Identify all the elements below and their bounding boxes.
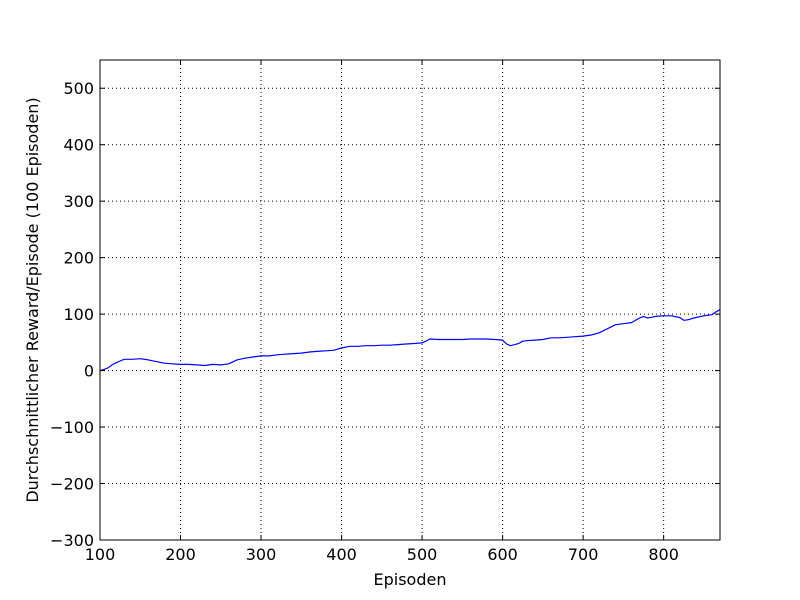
ticks: 100 200 300 400 500 600 700 800 −300 −200 −100 0 100… xyxy=(50,60,720,564)
y-tick-label: 400 xyxy=(63,136,94,155)
x-axis-label: Episoden xyxy=(374,570,447,589)
x-tick-label: 100 xyxy=(85,545,116,564)
x-tick-label: 300 xyxy=(246,545,277,564)
series-line xyxy=(99,309,721,372)
series-group xyxy=(99,309,721,372)
y-tick-label: −100 xyxy=(50,418,94,437)
x-tick-label: 600 xyxy=(487,545,518,564)
x-tick-label: 500 xyxy=(407,545,438,564)
y-tick-label: −300 xyxy=(50,531,94,550)
y-tick-label: 300 xyxy=(63,192,94,211)
grid xyxy=(99,60,720,541)
y-tick-label: 100 xyxy=(63,305,94,324)
y-tick-label: 500 xyxy=(63,79,94,98)
y-tick-label: 0 xyxy=(84,362,94,381)
x-tick-label: 200 xyxy=(165,545,196,564)
y-tick-label: −200 xyxy=(50,475,94,494)
y-tick-label: 200 xyxy=(63,249,94,268)
y-axis-label: Durchschnittlicher Reward/Episode (100 E… xyxy=(23,97,42,502)
x-tick-label: 800 xyxy=(648,545,679,564)
x-tick-label: 700 xyxy=(568,545,599,564)
plot-frame xyxy=(99,59,721,541)
x-tick-label: 400 xyxy=(326,545,357,564)
